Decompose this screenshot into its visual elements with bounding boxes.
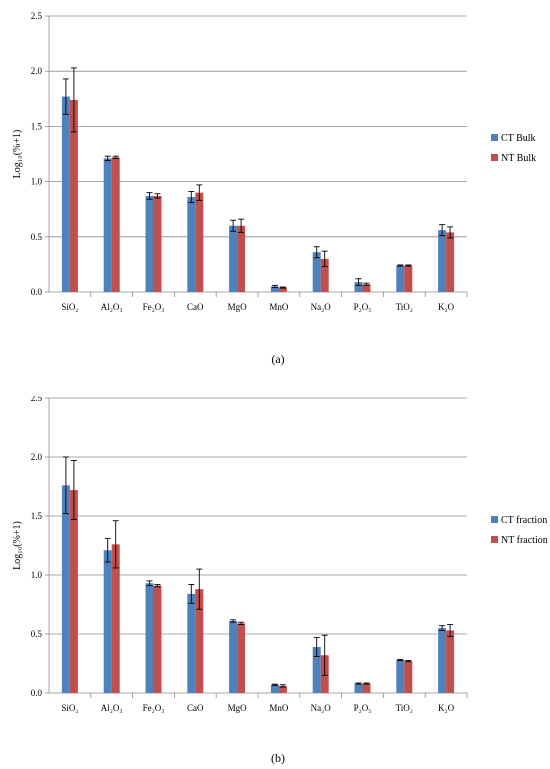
bar-nt-bulk: [404, 265, 413, 292]
bar-nt-fraction-d: [153, 585, 162, 693]
bar-ct-fraction-d: [396, 659, 405, 693]
bar-ct-fraction-d: [312, 646, 321, 693]
chart-b: 0.0 0.5 1.0 1.5 2.0 2.5 Log₁₀(%+1) SiO₂ Al₂O₃ Fe₂…: [12, 396, 550, 713]
legend-entry: NT Bulk: [501, 153, 536, 164]
bar-ct-fraction-d: [103, 550, 112, 693]
y-tick-label: 2.0: [31, 452, 43, 462]
legend-entry: NT fraction D: [501, 535, 550, 546]
bar-ct-bulk: [438, 230, 447, 292]
panel-label-a: (a): [271, 352, 285, 366]
y-tick-label: 2.5: [31, 396, 43, 403]
y-axis-label: Log₁₀(%+1): [12, 521, 23, 570]
category-label: SiO₂: [61, 302, 78, 312]
bar-nt-fraction-d: [446, 630, 455, 693]
y-tick-label: 2.5: [31, 11, 43, 21]
bar-nt-fraction-d: [362, 683, 371, 693]
category-label: Al₂O₃: [101, 703, 123, 713]
legend-swatch: [491, 536, 498, 543]
y-axis-label: Log₁₀(%+1): [12, 130, 23, 179]
category-label: Al₂O₃: [101, 302, 123, 312]
category-label: SiO₂: [61, 703, 78, 713]
bar-nt-bulk: [111, 157, 120, 292]
category-label: K₂O: [438, 302, 455, 312]
legend-swatch: [491, 134, 498, 141]
category-label: TiO₂: [396, 302, 413, 312]
bar-nt-fraction-d: [237, 623, 246, 693]
y-tick-label: 0.0: [31, 688, 43, 698]
y-tick-label: 0.5: [31, 629, 43, 639]
category-label: P₂O₅: [354, 703, 372, 713]
y-tick-label: 0.5: [31, 232, 43, 242]
bar-nt-bulk: [362, 284, 371, 292]
bar-ct-fraction-d: [145, 583, 154, 693]
category-label: MnO: [269, 302, 289, 312]
bar-nt-bulk: [69, 99, 78, 293]
bar-nt-bulk: [320, 258, 329, 292]
legend-entry: CT fraction D: [501, 515, 550, 526]
bar-nt-fraction-d: [111, 544, 120, 693]
bar-ct-bulk: [187, 197, 196, 292]
bar-ct-bulk: [396, 265, 405, 292]
bar-ct-bulk: [354, 282, 363, 292]
category-label: Fe₂O₃: [143, 703, 165, 713]
bar-nt-fraction-d: [278, 685, 287, 693]
y-tick-label: 1.0: [31, 177, 43, 187]
y-tick-label: 1.5: [31, 511, 43, 521]
bar-ct-bulk: [103, 158, 112, 292]
bar-nt-fraction-d: [195, 589, 204, 693]
bar-nt-bulk: [278, 287, 287, 292]
bar-nt-fraction-d: [69, 490, 78, 693]
bar-nt-bulk: [195, 192, 204, 292]
category-label: TiO₂: [396, 703, 413, 713]
y-tick-label: 0.0: [31, 287, 43, 297]
bar-ct-bulk: [270, 286, 279, 292]
bar-ct-fraction-d: [270, 684, 279, 693]
bar-nt-bulk: [153, 195, 162, 292]
bar-ct-fraction-d: [229, 621, 238, 693]
category-label: CaO: [187, 703, 204, 713]
y-tick-label: 1.5: [31, 121, 43, 131]
bar-ct-fraction-d: [438, 628, 447, 693]
y-tick-label: 2.0: [31, 66, 43, 76]
category-label: Na₂O: [311, 302, 332, 312]
bar-ct-fraction-d: [61, 485, 70, 693]
legend-swatch: [491, 154, 498, 161]
bar-ct-bulk: [145, 195, 154, 292]
category-label: P₂O₅: [354, 302, 372, 312]
category-label: Na₂O: [311, 703, 332, 713]
category-label: Fe₂O₃: [143, 302, 165, 312]
bar-ct-fraction-d: [354, 683, 363, 693]
bar-ct-bulk: [312, 252, 321, 292]
category-label: CaO: [187, 302, 204, 312]
panel-label-b: (b): [271, 751, 285, 765]
bar-ct-fraction-d: [187, 593, 196, 693]
category-label: K₂O: [438, 703, 455, 713]
bar-nt-bulk: [446, 232, 455, 292]
y-tick-label: 1.0: [31, 570, 43, 580]
chart-a: 0.0 0.5 1.0 1.5 2.0 2.5 Log₁₀(%+1) SiO₂ Al₂O₃ Fe₂…: [12, 11, 536, 312]
bar-nt-fraction-d: [404, 661, 413, 693]
legend-entry: CT Bulk: [501, 133, 536, 144]
legend-swatch: [491, 516, 498, 523]
category-label: MnO: [269, 703, 289, 713]
bar-ct-bulk: [229, 225, 238, 292]
bar-nt-bulk: [237, 225, 246, 292]
bar-ct-bulk: [61, 96, 70, 292]
category-label: MgO: [228, 302, 248, 312]
category-label: MgO: [228, 703, 248, 713]
